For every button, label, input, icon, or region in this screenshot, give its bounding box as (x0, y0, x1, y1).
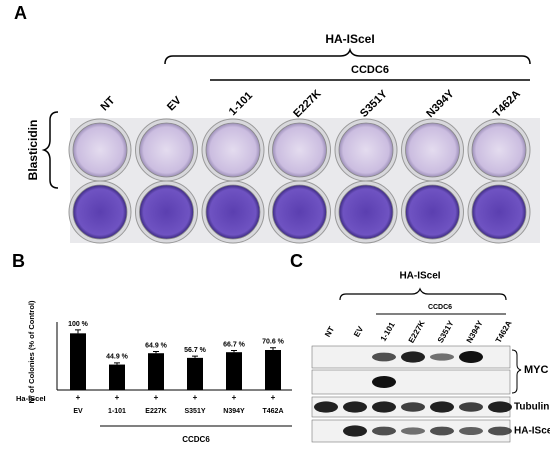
column-label: N394Y (424, 87, 457, 120)
x-tick-label: N394Y (223, 408, 245, 415)
x-tick-label: T462A (262, 408, 283, 415)
blot (311, 369, 511, 395)
row-label: MYC (524, 364, 549, 376)
value-label: 64.9 % (145, 342, 168, 349)
sub-title: CCDC6 (351, 64, 389, 76)
dish (471, 122, 527, 178)
band (401, 402, 425, 412)
treatment-mark: + (271, 393, 276, 402)
y-axis-label: N° of Colonies (% of Control) (27, 300, 36, 403)
dish (471, 184, 527, 240)
column-label: 1-101 (227, 90, 255, 118)
column-label: T462A (491, 88, 523, 120)
panel-label: B (12, 251, 25, 271)
error-bar (231, 350, 237, 353)
error-bar (114, 362, 120, 365)
lane-label: E227K (407, 319, 427, 345)
row-label: HA-ISceI (514, 426, 550, 437)
x-tick-label: E227K (145, 408, 166, 415)
treatment-mark: + (154, 393, 159, 402)
bar (226, 352, 242, 390)
group-label: CCDC6 (182, 435, 210, 444)
row-label: Blasticidin (26, 120, 40, 181)
x-tick-label: 1-101 (108, 408, 126, 415)
error-bar (153, 351, 159, 354)
panel-label: A (14, 3, 27, 23)
dish (338, 184, 394, 240)
value-label: 100 % (68, 321, 89, 328)
band (459, 351, 483, 363)
band (314, 401, 338, 413)
treatment-mark: + (193, 393, 198, 402)
error-bar (75, 329, 81, 334)
bar (109, 364, 125, 390)
band (372, 401, 396, 413)
x-tick-label: EV (73, 408, 83, 415)
band (430, 353, 454, 361)
column-label: NT (99, 94, 118, 113)
treatment-mark: + (232, 393, 237, 402)
dish (205, 122, 261, 178)
bar (70, 333, 86, 390)
error-bar (192, 355, 198, 358)
band (459, 427, 483, 435)
row-label: Tubulin (514, 402, 549, 413)
x-tick-label: S351Y (184, 408, 205, 415)
lane-label: T462A (494, 319, 514, 344)
dish (72, 122, 128, 178)
value-label: 44.9 % (106, 354, 129, 361)
band (372, 376, 396, 388)
bracket-title: HA-ISceI (325, 32, 374, 46)
band (343, 401, 367, 413)
bracket (164, 47, 531, 65)
bar (187, 357, 203, 390)
brace (511, 349, 522, 394)
band (372, 426, 396, 436)
dish (139, 122, 194, 178)
dish (338, 122, 394, 178)
lane-label: S351Y (436, 319, 456, 345)
column-label: E227K (291, 88, 323, 120)
column-label: EV (165, 94, 184, 113)
treatment-label: Ha-ISceI (16, 394, 46, 403)
value-label: 70.6 % (262, 339, 285, 346)
band (372, 352, 396, 362)
dish (405, 122, 460, 178)
lane-label: 1-101 (379, 320, 397, 343)
band (401, 427, 425, 435)
dish (405, 184, 460, 240)
treatment-mark: + (115, 393, 120, 402)
sub-title: CCDC6 (428, 304, 452, 311)
error-bar (270, 347, 276, 350)
dish (272, 122, 327, 178)
dish (272, 184, 327, 240)
lane-label: NT (323, 325, 336, 339)
dish (72, 184, 128, 240)
band (430, 426, 454, 436)
value-label: 66.7 % (223, 341, 246, 348)
panel-label: C (290, 251, 303, 271)
bar (148, 353, 164, 390)
band (430, 401, 454, 413)
band (488, 426, 512, 436)
brace (41, 111, 59, 189)
dish (205, 184, 261, 240)
column-label: S351Y (358, 88, 390, 120)
bar (265, 349, 281, 390)
bracket (339, 287, 507, 301)
band (459, 402, 483, 412)
lane-label: EV (352, 324, 365, 338)
value-label: 56.7 % (184, 347, 207, 354)
band (343, 425, 367, 437)
bracket-title: HA-ISceI (399, 271, 440, 282)
treatment-mark: + (76, 393, 81, 402)
lane-label: N394Y (465, 318, 485, 344)
band (488, 401, 512, 413)
dish (139, 184, 194, 240)
band (401, 351, 425, 363)
